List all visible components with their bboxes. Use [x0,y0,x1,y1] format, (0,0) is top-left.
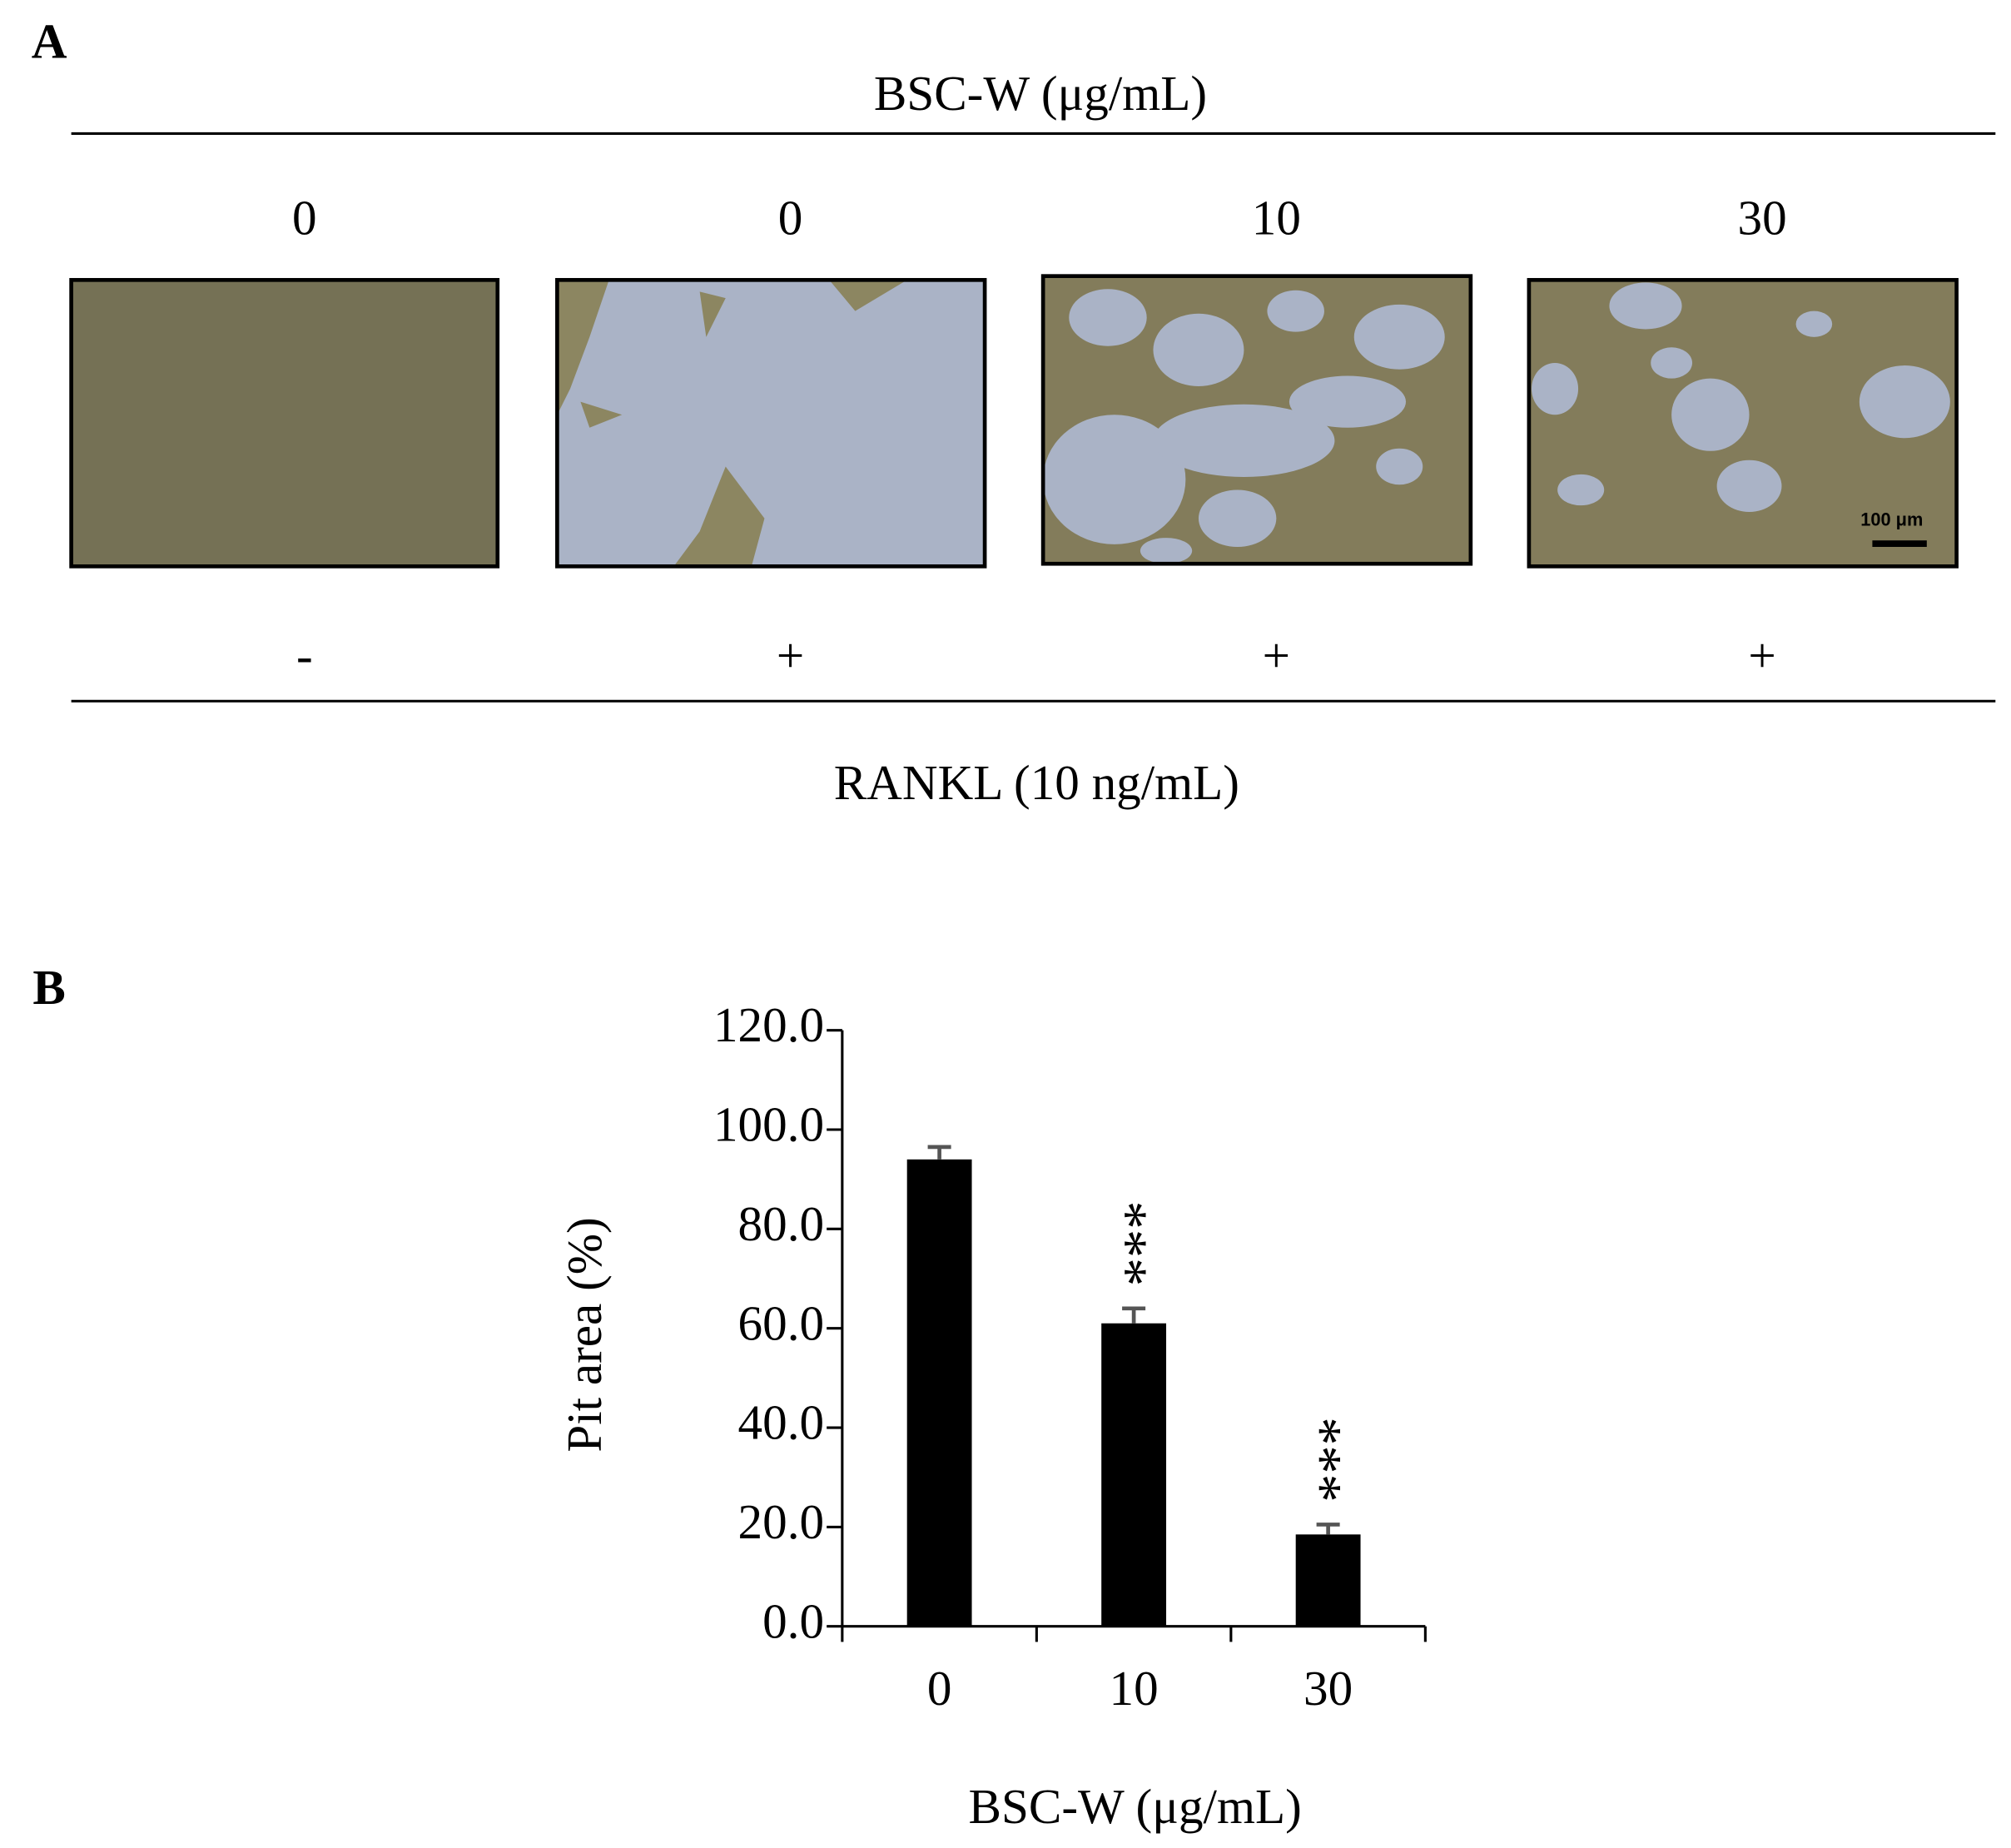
rankl-sign: - [296,628,313,683]
rankl-label: RANKL (10 ng/mL) [834,755,1239,810]
bar [906,1159,972,1627]
dose-label: 0 [292,190,317,245]
y-tick-label: 100.0 [713,1097,824,1152]
y-tick-label: 60.0 [738,1295,825,1350]
x-tick-label: 0 [927,1661,952,1716]
error-bar [1316,1523,1340,1535]
scale-bar-label: 100 μm [1860,509,1923,530]
panel-label: A [32,14,67,69]
micrograph [555,277,987,569]
dose-label: 30 [1738,190,1787,245]
bar [1101,1323,1167,1627]
x-axis-title: BSC-W (μg/mL) [969,1779,1302,1834]
dose-label: 10 [1252,190,1301,245]
y-tick-label: 80.0 [738,1196,825,1251]
x-tick-label: 30 [1303,1661,1353,1716]
micrograph [1040,274,1473,566]
significance-label: *** [1112,1201,1175,1287]
panel-label: B [32,960,65,1015]
significance-label: *** [1306,1417,1369,1503]
y-tick-label: 40.0 [738,1395,825,1450]
treatment-title: BSC-W (μg/mL) [874,66,1207,121]
y-axis-title: Pit area (%) [557,1217,612,1452]
rankl-sign: + [1748,628,1775,683]
error-bar [1122,1306,1146,1324]
rankl-sign: + [777,628,804,683]
dose-label: 0 [778,190,803,245]
micrograph [69,277,500,569]
y-tick-label: 120.0 [713,997,824,1052]
bar [1295,1534,1361,1627]
error-bar [927,1145,951,1160]
micrograph: 100 μm [1527,277,1959,569]
rankl-sign: + [1263,628,1290,683]
x-tick-label: 10 [1110,1661,1159,1716]
y-tick-label: 0.0 [762,1593,824,1648]
y-tick-label: 20.0 [738,1494,825,1549]
